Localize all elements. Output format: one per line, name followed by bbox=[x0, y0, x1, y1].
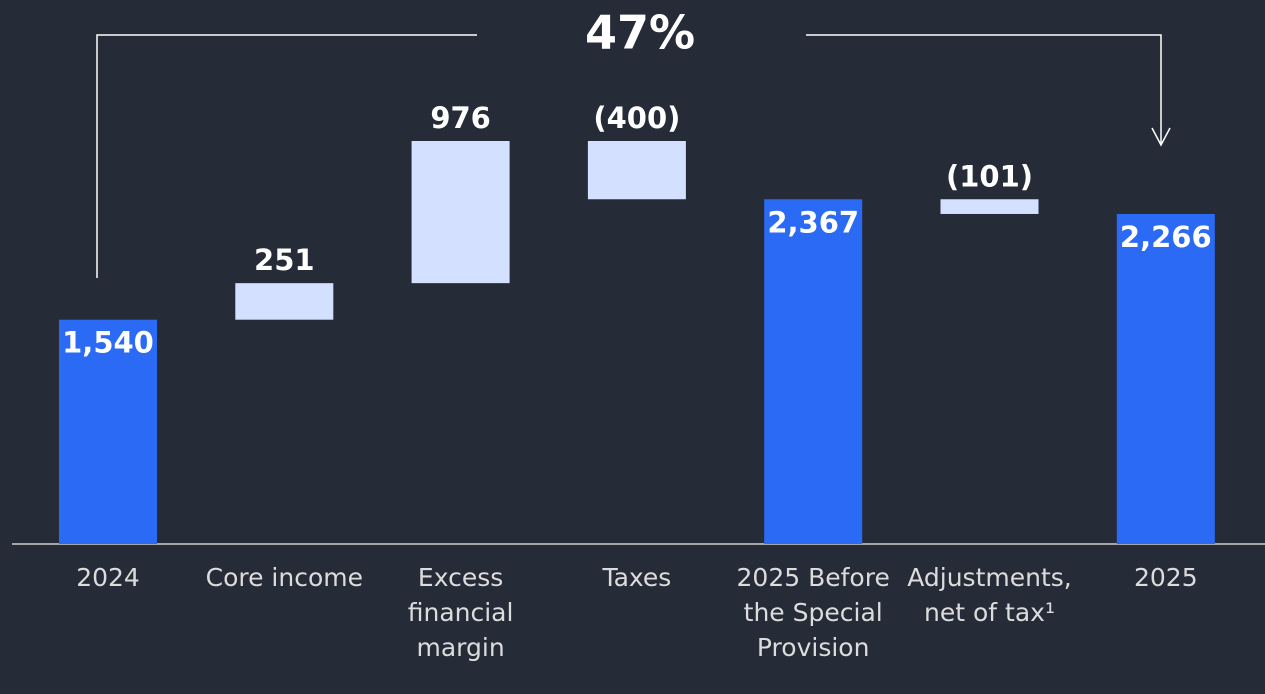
value-label: 1,540 bbox=[62, 326, 154, 360]
bar bbox=[940, 199, 1039, 214]
bar bbox=[59, 319, 157, 544]
bar bbox=[411, 141, 510, 284]
category-label: 2025 Before the Special Provision bbox=[736, 563, 890, 662]
value-label: 976 bbox=[430, 101, 491, 135]
bracket-right bbox=[806, 34, 1162, 145]
category-label: Excess financial margin bbox=[407, 563, 514, 662]
bracket-left bbox=[96, 34, 477, 278]
value-label: (101) bbox=[946, 159, 1033, 193]
growth-bracket bbox=[96, 34, 1171, 278]
bar bbox=[764, 199, 863, 544]
category-label: Taxes bbox=[602, 563, 672, 592]
arrow-head bbox=[1151, 127, 1171, 147]
value-label: 2,266 bbox=[1120, 220, 1212, 254]
value-label: 251 bbox=[254, 243, 315, 277]
bar bbox=[235, 283, 334, 320]
bar bbox=[1116, 213, 1215, 544]
category-label: 2024 bbox=[76, 563, 140, 592]
category-label: Core income bbox=[205, 563, 363, 592]
bar bbox=[587, 141, 686, 200]
growth-annotation: 47% bbox=[585, 6, 695, 60]
value-label: (400) bbox=[593, 101, 680, 135]
category-label: 2025 bbox=[1133, 563, 1198, 592]
category-label: Adjustments, net of tax¹ bbox=[907, 563, 1072, 627]
value-label: 2,367 bbox=[767, 205, 859, 239]
